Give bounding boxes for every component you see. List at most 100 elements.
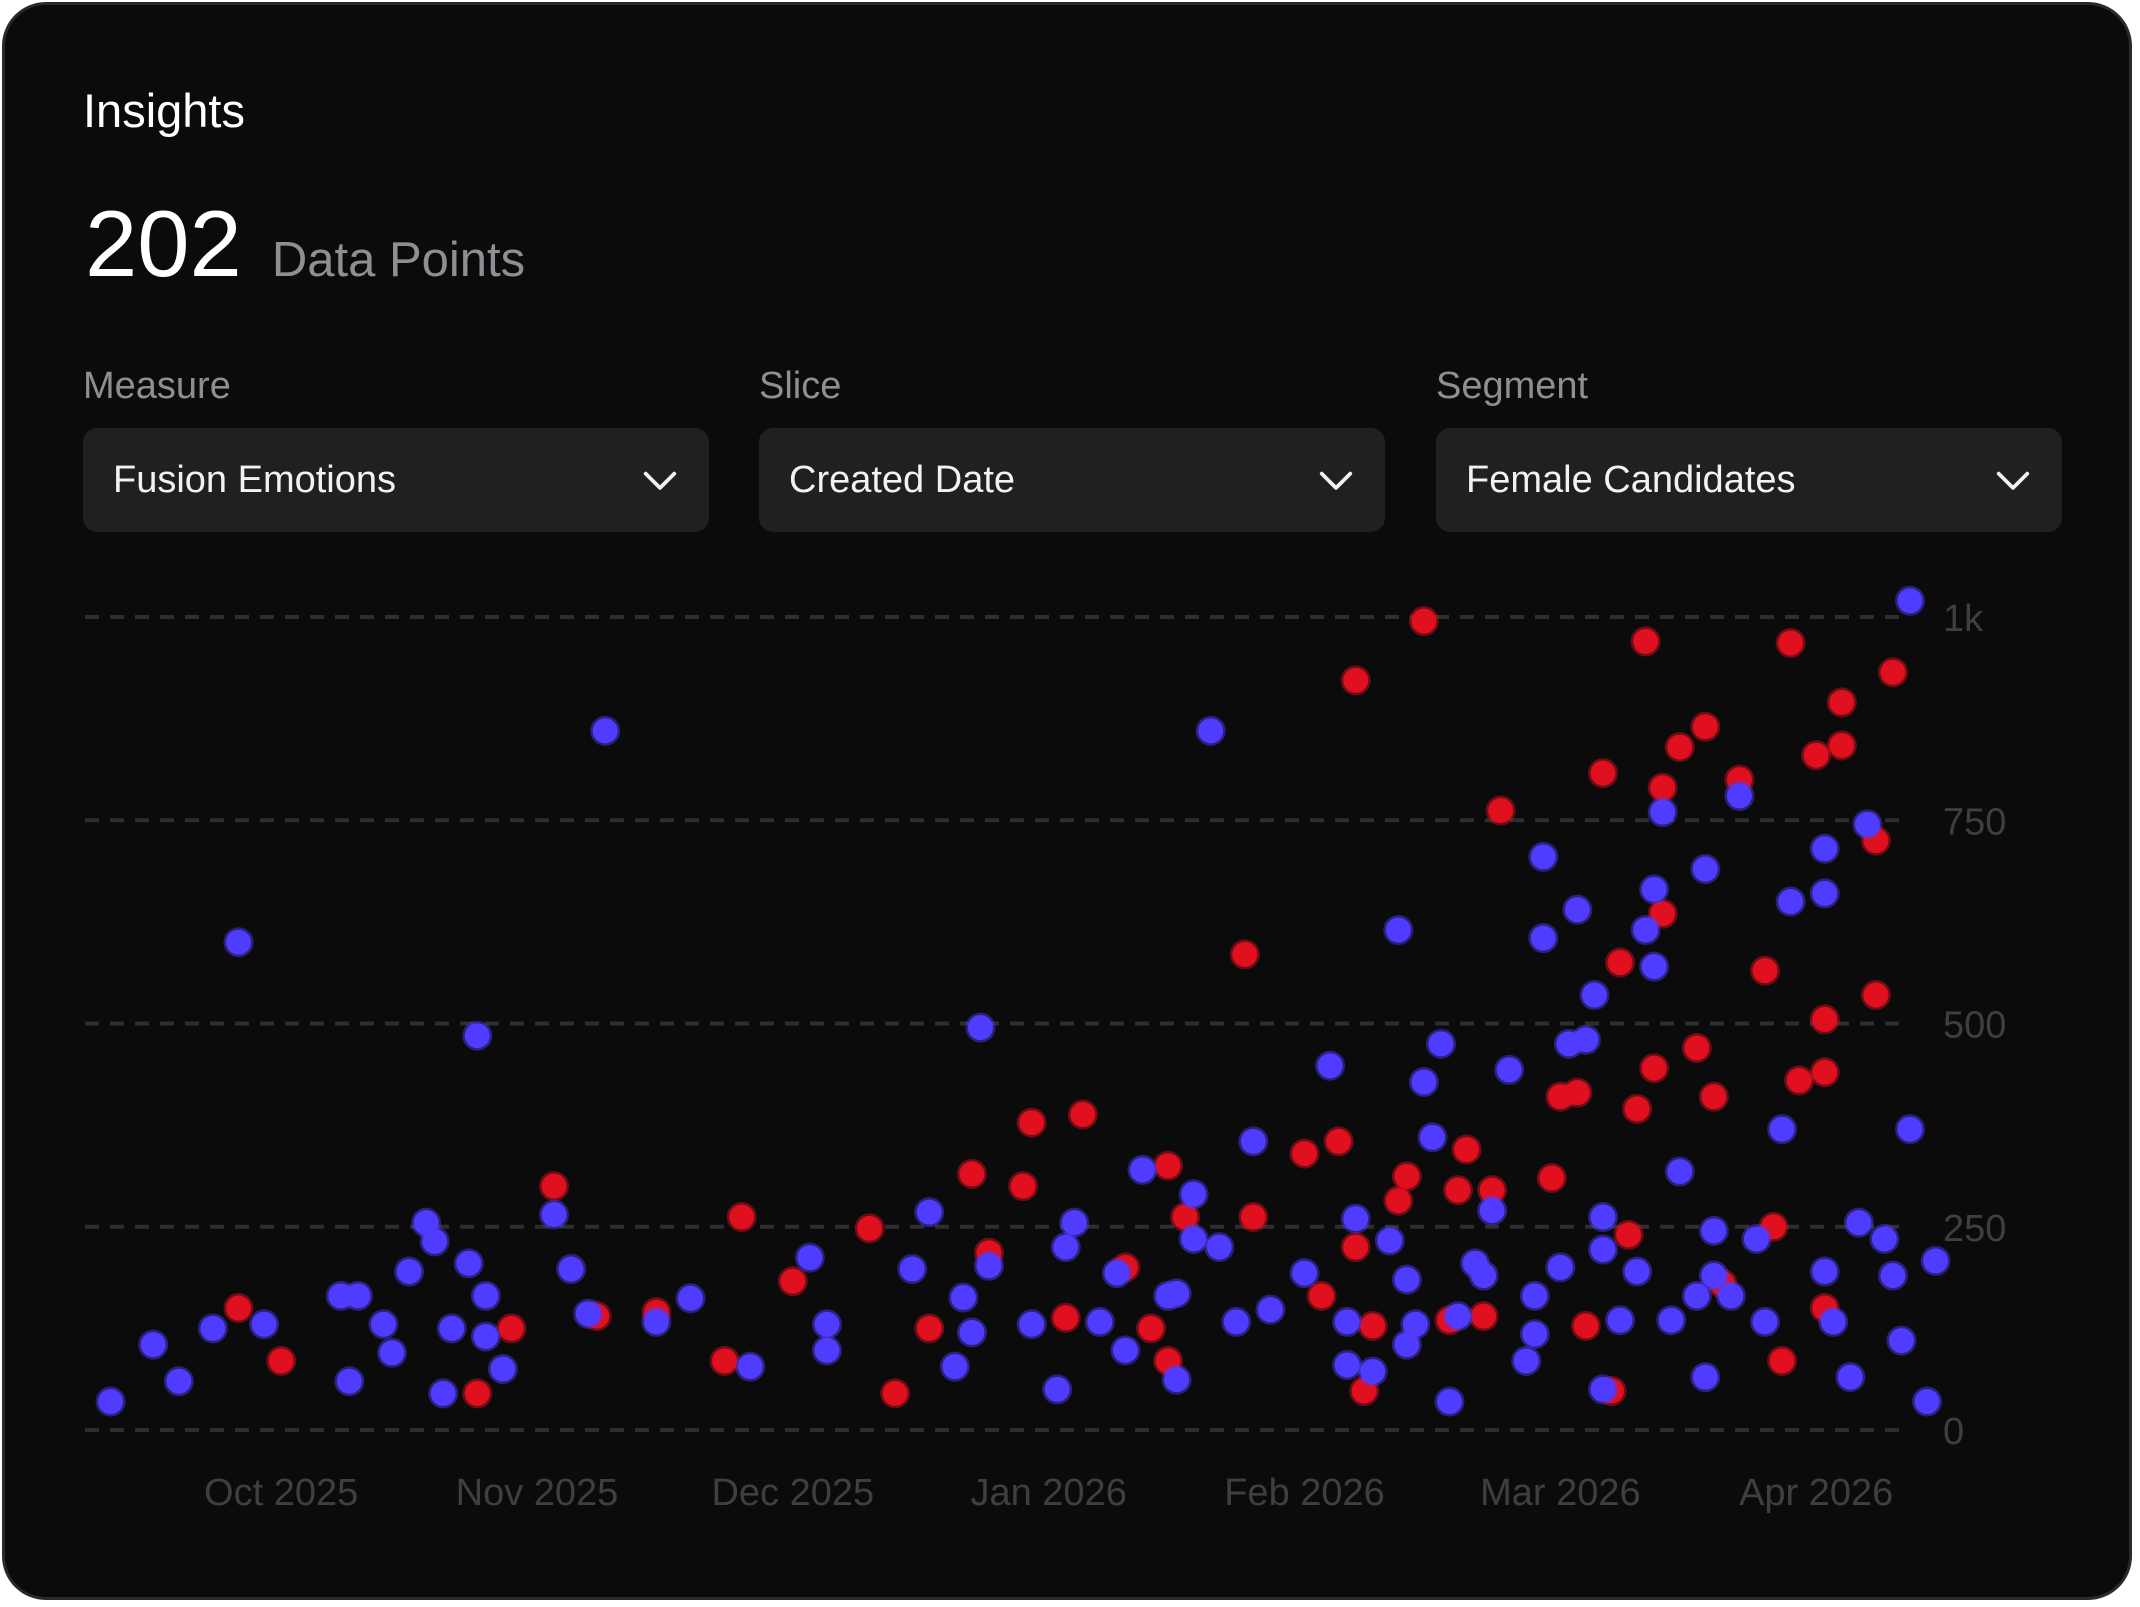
data-point — [965, 1012, 996, 1043]
data-point — [1690, 854, 1721, 885]
data-point — [1255, 1294, 1286, 1325]
data-point — [914, 1197, 945, 1228]
data-point — [1715, 1280, 1746, 1311]
data-point — [138, 1329, 169, 1360]
data-point — [1767, 1114, 1798, 1145]
data-point — [223, 1293, 254, 1324]
data-point — [377, 1337, 408, 1368]
data-point — [956, 1317, 987, 1348]
data-point — [811, 1309, 842, 1340]
data-point — [436, 1313, 467, 1344]
data-point — [1877, 657, 1908, 688]
data-point — [1877, 1260, 1908, 1291]
data-point — [1801, 740, 1832, 771]
data-point — [368, 1309, 399, 1340]
data-point — [1332, 1306, 1363, 1337]
scatter-chart: 0 250 500 750 1k Oct 2025 Nov 2025 Dec 2025 Jan … — [85, 585, 2006, 1514]
chevron-down-icon — [1319, 471, 1353, 490]
y-tick-label: 1k — [1943, 598, 1984, 640]
data-point — [1400, 1309, 1431, 1340]
data-point — [1647, 772, 1678, 803]
data-point — [1443, 1175, 1474, 1206]
data-point — [1912, 1386, 1943, 1417]
data-point — [342, 1280, 373, 1311]
data-point — [163, 1366, 194, 1397]
data-point — [1204, 1232, 1235, 1263]
chevron-down-icon — [1996, 471, 2030, 490]
data-point — [1622, 1093, 1653, 1124]
y-tick-label: 0 — [1943, 1411, 1964, 1453]
x-tick-label: Mar 2026 — [1480, 1472, 1641, 1514]
data-point — [1477, 1195, 1508, 1226]
data-point — [1809, 833, 1840, 864]
data-point — [1195, 715, 1226, 746]
data-point — [1647, 898, 1678, 929]
data-point — [1357, 1310, 1388, 1341]
data-point — [1221, 1306, 1252, 1337]
data-point — [1238, 1126, 1269, 1157]
data-point — [539, 1171, 570, 1202]
data-point — [1408, 1067, 1439, 1098]
data-point — [1835, 1362, 1866, 1393]
data-point — [1843, 1207, 1874, 1238]
data-point — [1775, 628, 1806, 659]
data-point — [1767, 1345, 1798, 1376]
data-point — [1468, 1301, 1499, 1332]
data-point-count: 202 Data Points — [85, 197, 525, 291]
y-tick-label: 750 — [1943, 801, 2006, 843]
data-point — [1664, 732, 1695, 763]
data-point — [1630, 626, 1661, 657]
data-point — [470, 1321, 501, 1352]
data-point — [880, 1378, 911, 1409]
data-point — [1698, 1215, 1729, 1246]
data-point — [1519, 1319, 1550, 1350]
slice-select[interactable]: Created Date — [759, 428, 1385, 532]
data-point — [573, 1298, 604, 1329]
measure-select[interactable]: Fusion Emotions — [83, 428, 709, 532]
data-point — [709, 1345, 740, 1376]
data-point — [1639, 951, 1670, 982]
data-point — [948, 1282, 979, 1313]
measure-select-value: Fusion Emotions — [113, 458, 397, 501]
data-point — [1101, 1258, 1132, 1289]
data-point — [1008, 1171, 1039, 1202]
data-point — [1818, 1306, 1849, 1337]
data-point — [1920, 1245, 1951, 1276]
data-point — [1425, 1028, 1456, 1059]
data-point — [1750, 955, 1781, 986]
data-point — [1809, 1057, 1840, 1088]
data-point — [1178, 1179, 1209, 1210]
data-point — [539, 1199, 570, 1230]
data-point — [419, 1226, 450, 1257]
x-tick-label: Feb 2026 — [1224, 1472, 1385, 1514]
data-point — [428, 1378, 459, 1409]
data-point — [249, 1309, 280, 1340]
data-point — [1528, 923, 1559, 954]
data-point — [1809, 1256, 1840, 1287]
data-point — [735, 1351, 766, 1382]
data-point — [914, 1313, 945, 1344]
measure-label: Measure — [83, 365, 231, 407]
data-point — [854, 1213, 885, 1244]
data-point — [1826, 730, 1857, 761]
data-point — [1084, 1306, 1115, 1337]
data-point — [1067, 1099, 1098, 1130]
data-point — [556, 1254, 587, 1285]
segment-select[interactable]: Female Candidates — [1436, 428, 2062, 532]
data-point — [1391, 1264, 1422, 1295]
data-point — [462, 1020, 493, 1051]
data-point — [939, 1351, 970, 1382]
data-point — [496, 1313, 527, 1344]
data-point — [956, 1158, 987, 1189]
slice-select-value: Created Date — [789, 458, 1016, 501]
data-point — [1391, 1161, 1422, 1192]
data-point — [811, 1335, 842, 1366]
data-point — [1434, 1386, 1465, 1417]
data-point — [1741, 1223, 1772, 1254]
segment-select-value: Female Candidates — [1466, 458, 1796, 501]
data-point — [1016, 1309, 1047, 1340]
data-point — [1340, 665, 1371, 696]
data-point — [1289, 1258, 1320, 1289]
data-point — [1562, 1077, 1593, 1108]
data-point — [197, 1313, 228, 1344]
